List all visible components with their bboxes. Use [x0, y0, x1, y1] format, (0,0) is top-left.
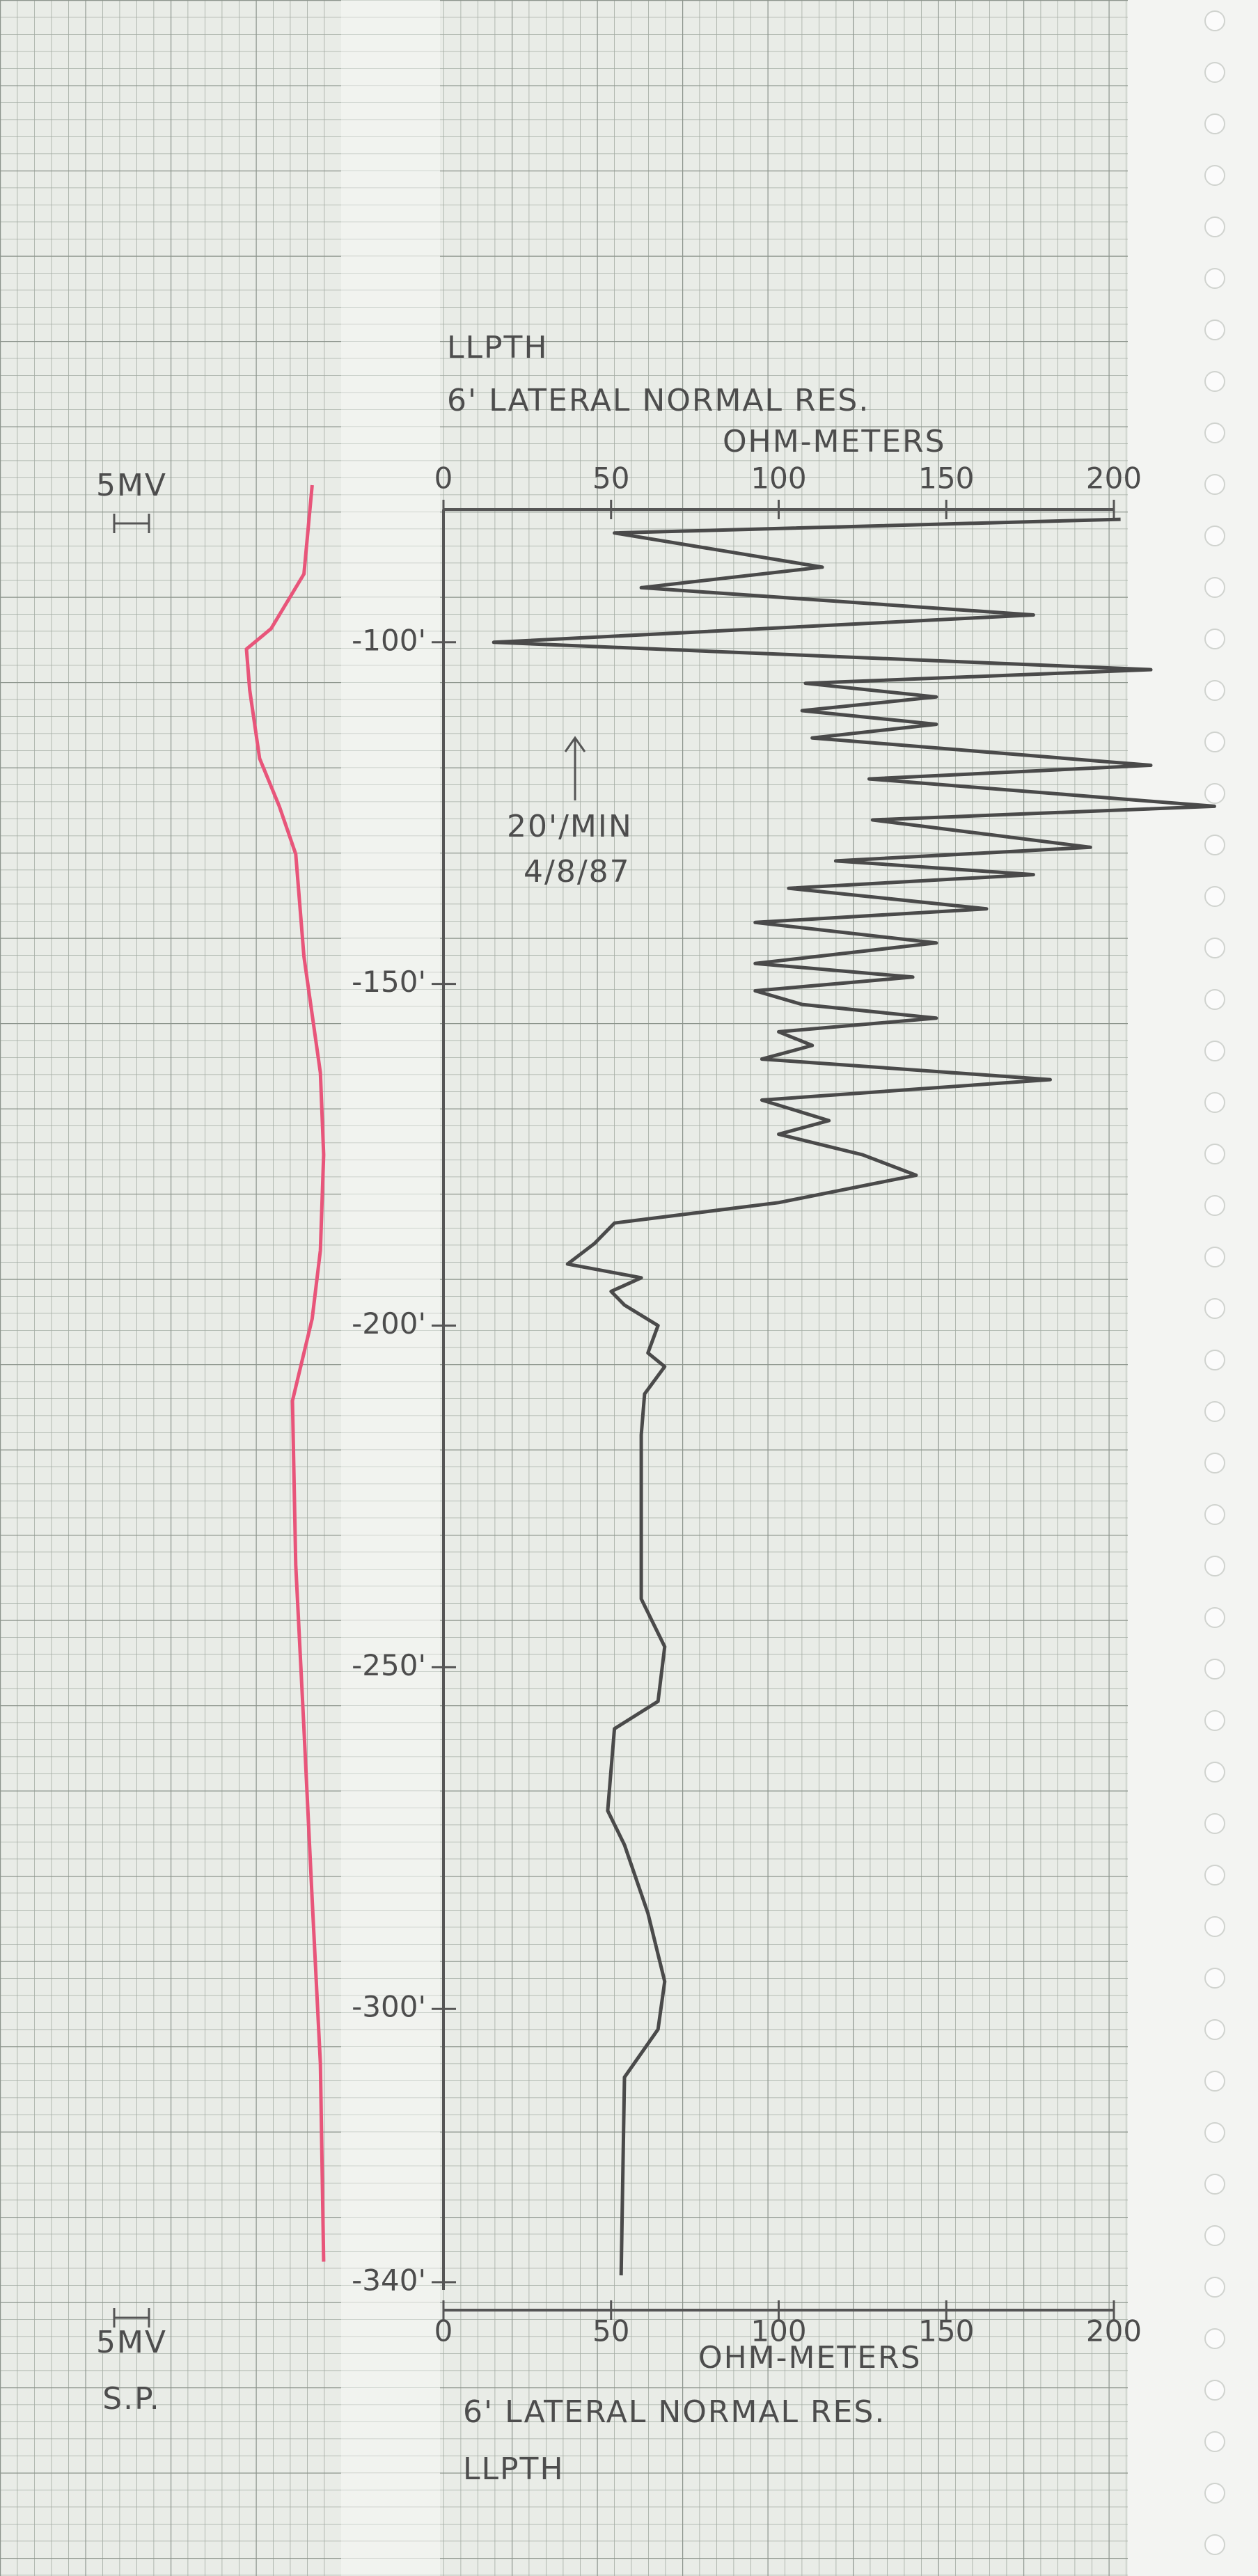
hole: [1204, 1504, 1225, 1525]
hole: [1204, 2174, 1225, 2195]
sp-scale-bar: [113, 2308, 150, 2328]
hole: [1204, 2277, 1225, 2298]
sp-curve: [244, 484, 326, 2262]
header: LLPTH: [447, 330, 549, 365]
hole: [1204, 1762, 1225, 1783]
grid-gap: [341, 0, 440, 2576]
sp-label: S.P.: [102, 2381, 161, 2417]
hole: [1204, 1453, 1225, 1473]
margin: [1128, 0, 1258, 2576]
hole: [1204, 422, 1225, 443]
hole: [1204, 474, 1225, 495]
hole: [1204, 783, 1225, 804]
y-tick-label: -250': [352, 1648, 426, 1682]
header: LLPTH: [463, 2451, 565, 2487]
hole: [1204, 268, 1225, 289]
hole: [1204, 216, 1225, 237]
hole: [1204, 886, 1225, 907]
hole: [1204, 1247, 1225, 1267]
y-tick-label: -200': [352, 1306, 426, 1341]
hole: [1204, 2225, 1225, 2246]
y-tick-label: -340': [352, 2263, 426, 2297]
annotation: 20'/MIN: [507, 809, 633, 844]
hole: [1204, 113, 1225, 134]
hole: [1204, 10, 1225, 31]
grid-right-major: [440, 0, 1128, 2576]
hole: [1204, 1813, 1225, 1834]
x-label: OHM-METERS: [723, 424, 946, 459]
x-tick-label: 100: [750, 461, 806, 496]
hole: [1204, 732, 1225, 752]
hole: [1204, 1607, 1225, 1628]
x-tick-label: 200: [1086, 2314, 1142, 2348]
hole: [1204, 2380, 1225, 2401]
annotation: 4/8/87: [524, 854, 631, 890]
hole: [1204, 680, 1225, 701]
hole: [1204, 1916, 1225, 1937]
title: 6' LATERAL NORMAL RES.: [447, 383, 870, 418]
resistivity-curve: [492, 517, 1216, 2276]
hole: [1204, 2483, 1225, 2504]
hole: [1204, 1710, 1225, 1731]
direction-arrow: [564, 736, 586, 800]
y-tick-label: -100': [352, 623, 426, 657]
hole: [1204, 1092, 1225, 1113]
hole: [1204, 1195, 1225, 1216]
hole: [1204, 1401, 1225, 1422]
hole: [1204, 1144, 1225, 1164]
x-tick-label: 0: [434, 2314, 453, 2348]
hole: [1204, 1350, 1225, 1370]
hole: [1204, 1298, 1225, 1319]
hole: [1204, 371, 1225, 392]
x-tick-label: 100: [750, 2314, 806, 2348]
hole: [1204, 1556, 1225, 1577]
title: 6' LATERAL NORMAL RES.: [463, 2394, 886, 2430]
hole: [1204, 165, 1225, 186]
hole: [1204, 526, 1225, 546]
hole: [1204, 319, 1225, 340]
hole: [1204, 577, 1225, 598]
hole: [1204, 1968, 1225, 1989]
x-tick-label: 150: [918, 2314, 974, 2348]
hole: [1204, 835, 1225, 855]
sp-scale: 5MV: [96, 468, 167, 503]
hole: [1204, 2534, 1225, 2555]
holes: [1204, 10, 1225, 2555]
x-tick-label: 50: [592, 2314, 629, 2348]
grid-left-major: [0, 0, 341, 2576]
hole: [1204, 1865, 1225, 1886]
y-tick-label: -300': [352, 1990, 426, 2024]
hole: [1204, 1659, 1225, 1680]
hole: [1204, 2431, 1225, 2452]
hole: [1204, 62, 1225, 83]
sp-scale-bar: [113, 514, 150, 533]
x-label: OHM-METERS: [698, 2340, 922, 2376]
hole: [1204, 989, 1225, 1010]
hole: [1204, 2019, 1225, 2040]
y-tick-label: -150': [352, 965, 426, 999]
x-tick-label: 0: [434, 461, 453, 496]
hole: [1204, 2071, 1225, 2092]
hole: [1204, 2122, 1225, 2143]
hole: [1204, 1041, 1225, 1061]
x-tick-label: 50: [592, 461, 629, 496]
hole: [1204, 938, 1225, 958]
hole: [1204, 629, 1225, 649]
sp-scale: 5MV: [96, 2325, 167, 2360]
x-tick-label: 150: [918, 461, 974, 496]
hole: [1204, 2328, 1225, 2349]
x-tick-label: 200: [1086, 461, 1142, 496]
